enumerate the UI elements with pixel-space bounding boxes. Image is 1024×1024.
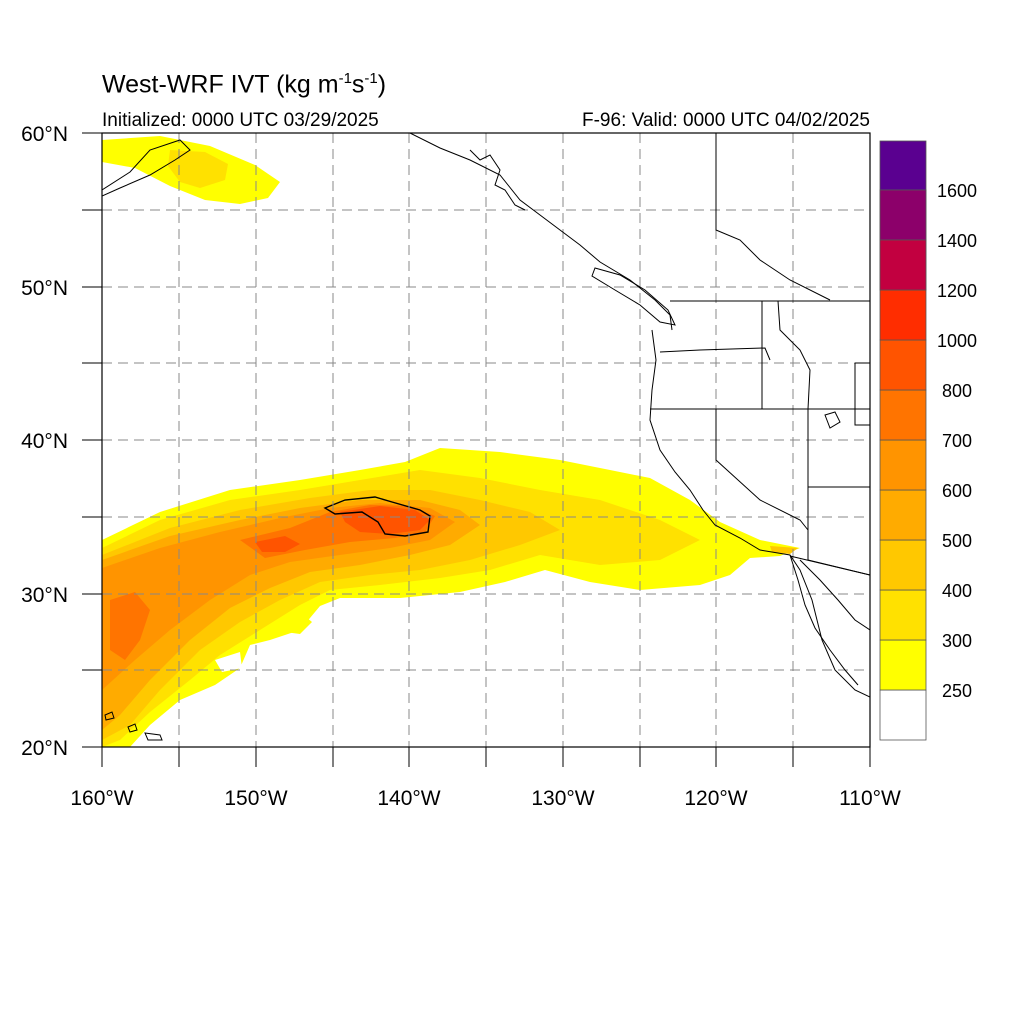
y-axis-labels: 20°N 30°N 40°N 50°N 60°N bbox=[21, 123, 68, 760]
colorbar-label: 1000 bbox=[937, 331, 977, 351]
ivt-1000-contour bbox=[323, 496, 431, 537]
ivt-hole-2 bbox=[215, 652, 242, 672]
hawaii bbox=[104, 711, 163, 741]
colorbar-bin bbox=[879, 689, 927, 741]
coastlines bbox=[102, 133, 870, 741]
x-tick-label: 120°W bbox=[684, 787, 747, 810]
colorbar-label: 250 bbox=[942, 681, 972, 701]
colorbar-bin bbox=[879, 539, 927, 591]
colorbar-label: 1400 bbox=[937, 231, 977, 251]
x-tick-label: 160°W bbox=[70, 787, 133, 810]
initialized-time: Initialized: 0000 UTC 03/29/2025 bbox=[102, 110, 379, 131]
canada-interior bbox=[715, 133, 831, 301]
wa-or-border bbox=[659, 347, 771, 361]
x-tick-label: 140°W bbox=[377, 787, 440, 810]
colorbar-label: 400 bbox=[942, 581, 972, 601]
y-tick-label: 50°N bbox=[21, 277, 68, 300]
y-tick-label: 30°N bbox=[21, 584, 68, 607]
az-border bbox=[807, 487, 870, 576]
x-axis-labels: 160°W 150°W 140°W 130°W 120°W 110°W bbox=[70, 787, 901, 810]
colorbar: 250 300 400 500 600 700 800 1000 1200 14… bbox=[879, 140, 977, 741]
ivt-ar-800-mid bbox=[255, 536, 300, 552]
gulf-of-california bbox=[799, 559, 870, 631]
colorbar-bin bbox=[879, 239, 927, 291]
x-tick-label: 110°W bbox=[839, 787, 901, 810]
colorbar-label: 700 bbox=[942, 431, 972, 451]
ivt-alaska-core bbox=[168, 150, 228, 188]
se-alaska-islands bbox=[469, 149, 526, 211]
ivt-ar-600 bbox=[102, 503, 455, 690]
colorbar-label: 1200 bbox=[937, 281, 977, 301]
bc-coast bbox=[409, 133, 673, 331]
idaho-east bbox=[777, 300, 811, 410]
colorbar-bin bbox=[879, 339, 927, 391]
nevada-border bbox=[715, 409, 809, 531]
us-west-coast bbox=[649, 329, 870, 698]
mexico-border bbox=[789, 555, 870, 576]
colorbar-bin bbox=[879, 140, 927, 191]
x-tick-label: 150°W bbox=[224, 787, 287, 810]
alaska-coast bbox=[102, 139, 191, 197]
ivt-hole-1 bbox=[280, 612, 312, 634]
colorbar-bin bbox=[879, 589, 927, 641]
y-tick-label: 20°N bbox=[21, 737, 68, 760]
ivt-baja-blob bbox=[770, 546, 798, 554]
valid-time: F-96: Valid: 0000 UTC 04/02/2025 bbox=[582, 110, 870, 131]
colorbar-label: 500 bbox=[942, 531, 972, 551]
colorbar-bin bbox=[879, 639, 927, 691]
y-tick-label: 40°N bbox=[21, 430, 68, 453]
map-title: West-WRF IVT (kg m-1s-1) bbox=[102, 70, 387, 99]
ivt-ar-700-west bbox=[110, 592, 150, 660]
colorbar-bin bbox=[879, 439, 927, 491]
colorbar-bin bbox=[879, 489, 927, 541]
graticule bbox=[102, 133, 870, 747]
y-tick-label: 60°N bbox=[21, 123, 68, 146]
colorbar-bin bbox=[879, 289, 927, 341]
ivt-field bbox=[102, 136, 800, 747]
colorbar-label: 800 bbox=[942, 381, 972, 401]
colorbar-label: 1600 bbox=[937, 181, 977, 201]
colorbar-label: 300 bbox=[942, 631, 972, 651]
colorbar-bin bbox=[879, 389, 927, 441]
colorbar-bin bbox=[879, 189, 927, 241]
vancouver-island bbox=[591, 267, 676, 326]
baja-peninsula bbox=[789, 554, 859, 686]
x-tick-label: 130°W bbox=[531, 787, 594, 810]
colorbar-label: 600 bbox=[942, 481, 972, 501]
tick-marks bbox=[82, 132, 871, 767]
great-salt-lake bbox=[824, 411, 841, 429]
mt-border bbox=[854, 362, 870, 426]
